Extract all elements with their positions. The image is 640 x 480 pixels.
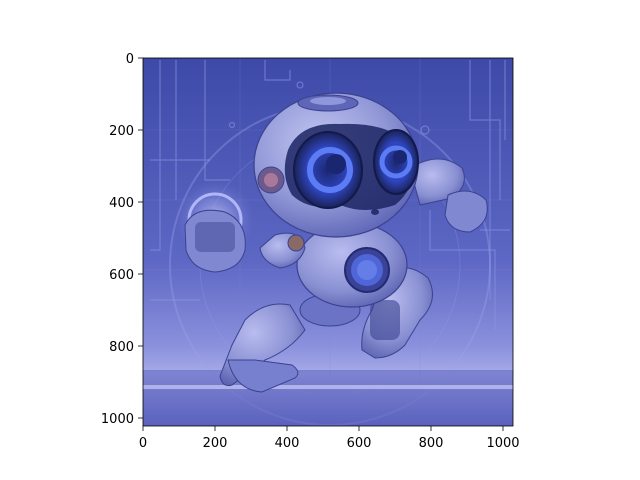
y-tick-label: 200 (109, 124, 134, 139)
x-tick-label: 1000 (486, 436, 519, 451)
robot-image (143, 58, 513, 426)
x-tick-label: 400 (275, 436, 300, 451)
y-tick-label: 800 (109, 340, 134, 355)
x-tick-label: 600 (347, 436, 372, 451)
y-axis (138, 57, 143, 419)
y-tick-label: 1000 (101, 412, 134, 427)
y-tick-label: 600 (109, 268, 134, 283)
x-tick-label: 200 (203, 436, 228, 451)
x-axis (142, 426, 504, 431)
axes-frame (142, 57, 514, 427)
x-tick-label: 0 (139, 436, 147, 451)
y-tick-label: 0 (126, 52, 134, 67)
y-tick-label: 400 (109, 196, 134, 211)
x-tick-label: 800 (419, 436, 444, 451)
